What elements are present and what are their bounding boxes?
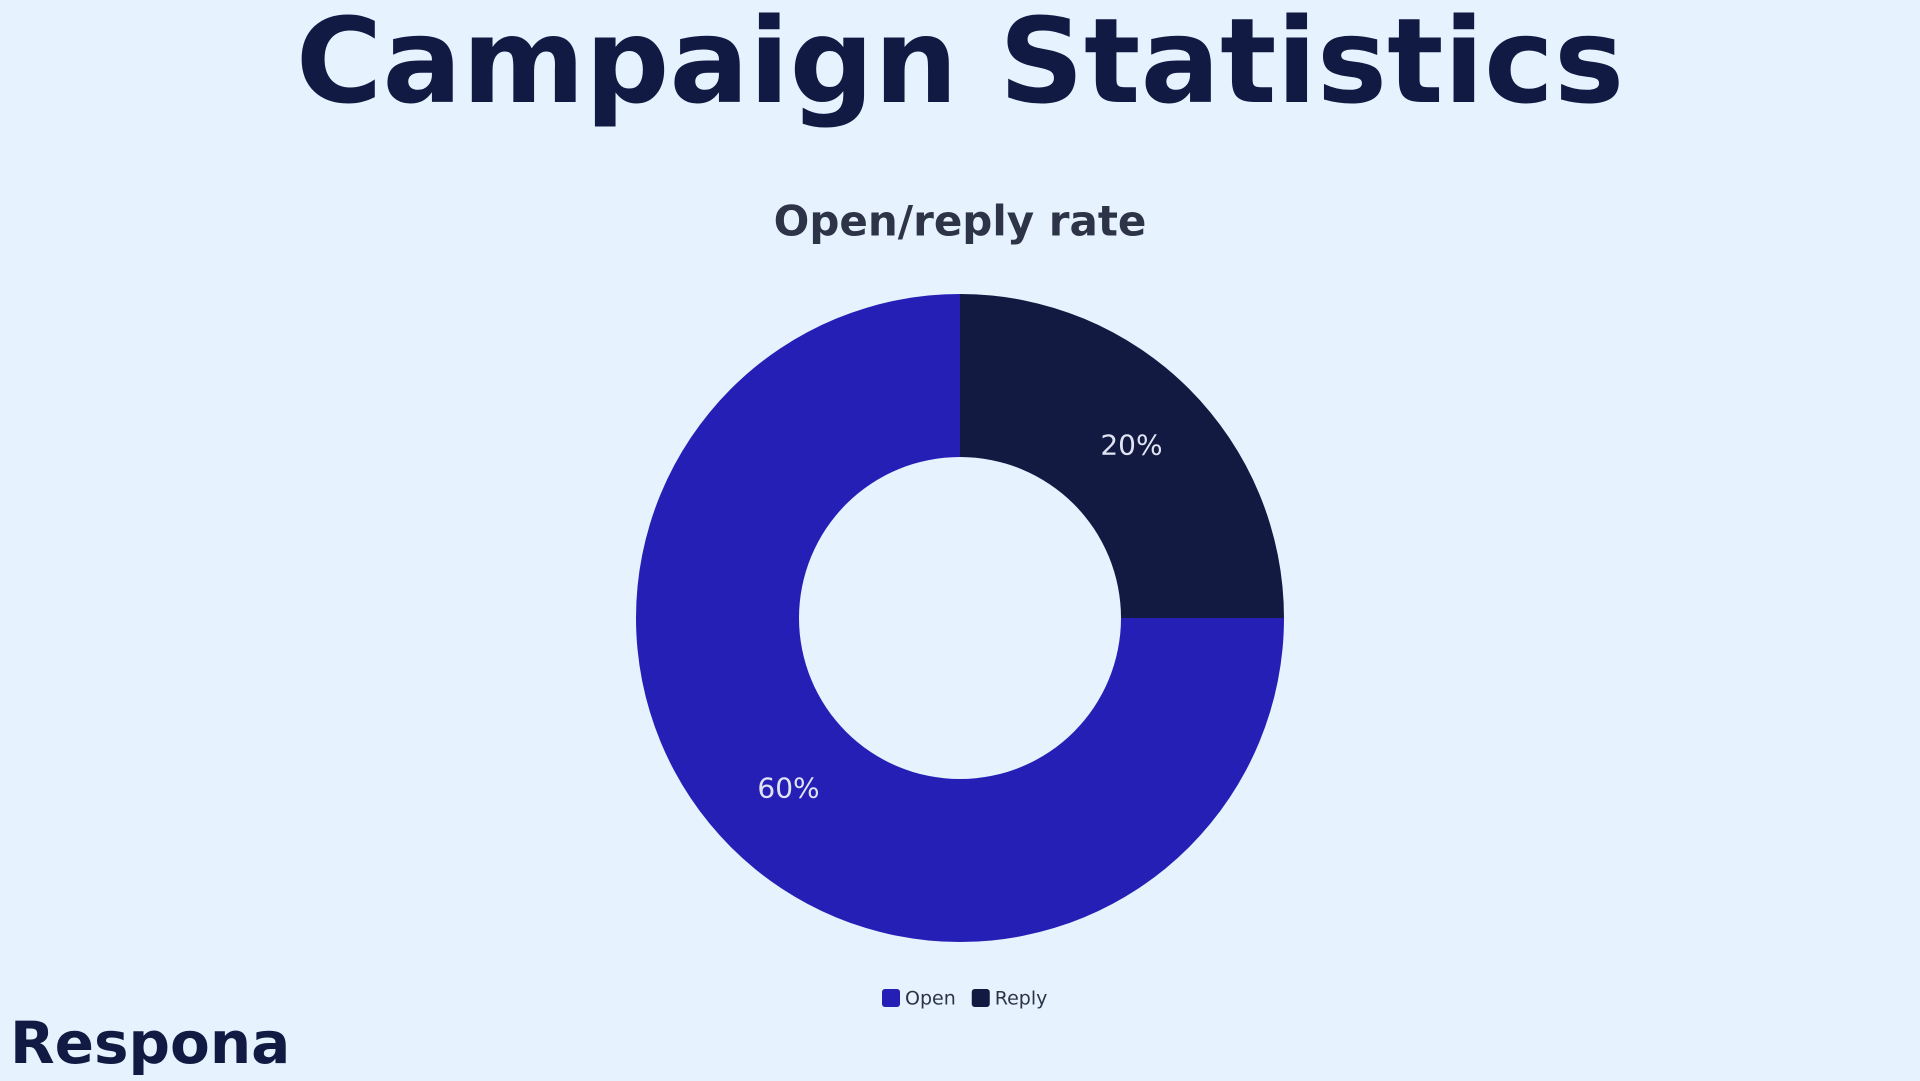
chart-subtitle: Open/reply rate — [774, 197, 1147, 246]
pie-slice — [636, 294, 1284, 942]
legend-label: Open — [905, 988, 956, 1010]
chart-title: Campaign Statistics — [296, 0, 1624, 130]
legend-label: Reply — [995, 988, 1048, 1010]
legend-swatch — [882, 989, 900, 1007]
pie-slice — [960, 294, 1284, 618]
brand-logo: Respona — [10, 1009, 290, 1077]
legend-swatch — [971, 989, 990, 1007]
data-label: 60% — [757, 771, 819, 804]
data-label: 20% — [1100, 429, 1162, 462]
